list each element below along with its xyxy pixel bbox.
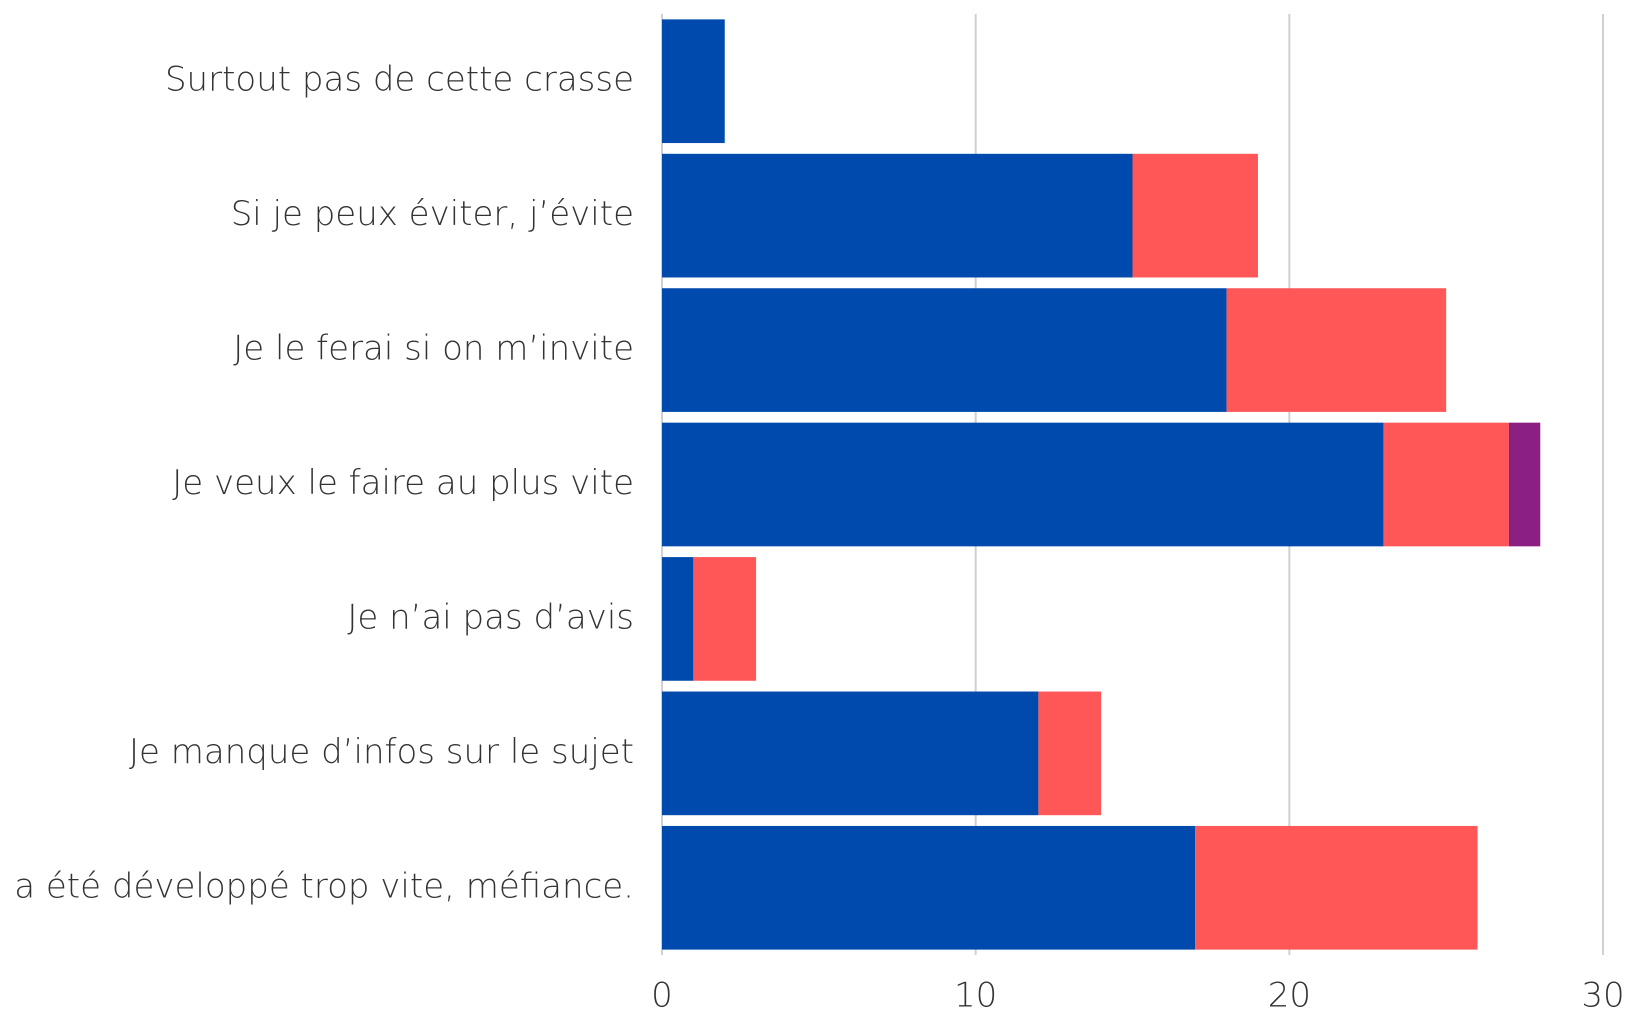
bar-segment — [1038, 691, 1102, 816]
x-tick-label: 30 — [1581, 976, 1624, 1013]
bar-segment — [1508, 422, 1541, 547]
bar-segment — [662, 691, 1039, 816]
y-tick-label: Je veux le faire au plus vite — [172, 463, 634, 503]
x-tick-label: 0 — [651, 976, 673, 1013]
bar-segment — [1383, 422, 1509, 547]
bar-segment — [1195, 825, 1478, 950]
bar-segment — [662, 288, 1227, 412]
y-tick-label: Il a été développé trop vite, méfiance. — [0, 866, 634, 906]
bar-segment — [662, 825, 1196, 950]
y-tick-label: Surtout pas de cette crasse — [165, 60, 634, 100]
bar-segment — [693, 557, 757, 681]
bar-segment — [1226, 288, 1447, 412]
y-tick-label: Je le ferai si on m’invite — [233, 329, 634, 369]
y-tick-label: Je n’ai pas d’avis — [347, 597, 634, 637]
bar-segment — [662, 422, 1384, 547]
bar-segment — [1132, 153, 1258, 278]
y-tick-label: Si je peux éviter, j’évite — [231, 194, 634, 234]
y-tick-label: Je manque d’infos sur le sujet — [129, 732, 634, 772]
bar-segment — [662, 557, 694, 681]
x-tick-label: 20 — [1268, 976, 1311, 1013]
bar-segment — [662, 153, 1133, 278]
x-tick-label: 10 — [954, 976, 997, 1013]
bar-segment — [662, 19, 725, 144]
